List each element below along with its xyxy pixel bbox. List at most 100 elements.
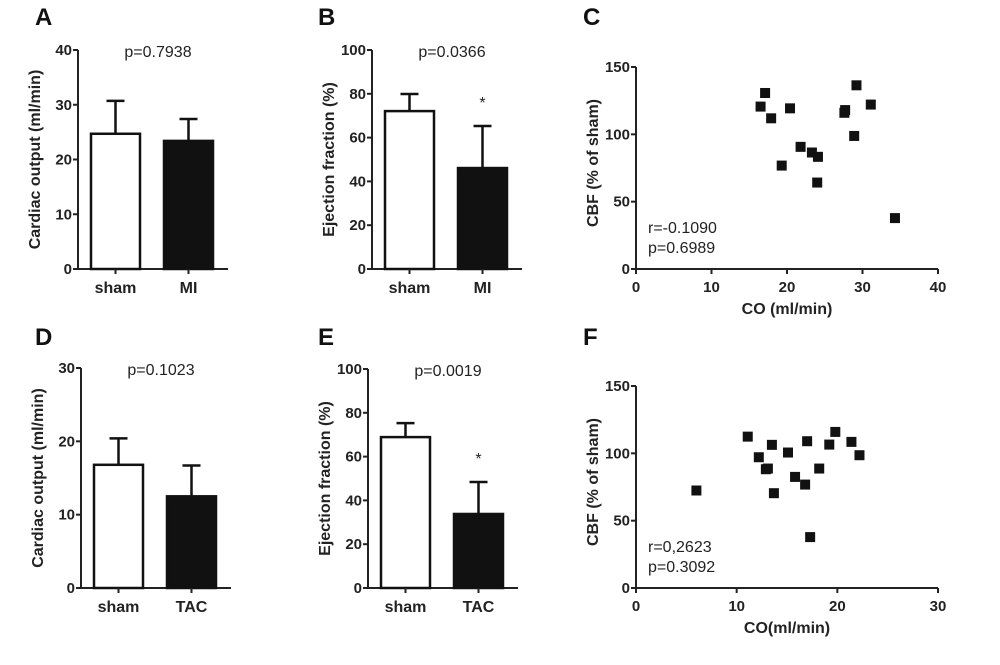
y-tick-label: 50 [613, 513, 630, 530]
y-tick-label: 0 [622, 261, 630, 278]
data-point [790, 471, 801, 482]
data-point [846, 436, 857, 447]
data-point [766, 113, 777, 124]
panel-letter: B [318, 4, 335, 31]
p-value: p=0.0019 [414, 363, 481, 380]
y-tick-label: 20 [349, 217, 366, 234]
y-tick-label: 40 [345, 492, 362, 509]
y-tick-label: 20 [58, 433, 75, 450]
x-tick-label: sham [385, 599, 427, 616]
panel-letter: D [35, 324, 52, 351]
y-tick-label: 10 [58, 507, 75, 524]
y-tick-label: 60 [345, 449, 362, 466]
y-tick-label: 150 [605, 59, 630, 76]
data-point [830, 426, 841, 437]
x-axis-label: CO(ml/min) [744, 620, 830, 637]
panel-letter: A [35, 4, 52, 31]
panel-f: F 0 50 100 150 CBF (% of sham) 0 10 20 30 CO(ml/mi… [583, 324, 946, 637]
y-tick-label: 0 [67, 580, 75, 597]
data-point [812, 177, 823, 188]
data-point [802, 436, 813, 447]
p-value: p=0.1023 [127, 362, 194, 379]
data-point [889, 213, 900, 224]
panel-letter: C [583, 4, 600, 31]
data-point [753, 452, 764, 463]
x-tick-label: 40 [930, 279, 947, 296]
r-value: r=-0.1090 [648, 220, 717, 237]
x-tick-label: sham [98, 599, 140, 616]
data-point [760, 87, 771, 98]
r-value: r=0,2623 [648, 539, 712, 556]
data-point [824, 439, 835, 450]
x-tick-label: 10 [703, 279, 720, 296]
bar-sham [379, 435, 432, 590]
data-point [783, 447, 794, 458]
x-tick-label: 0 [632, 598, 640, 615]
panel-a: A 0 10 20 30 40 Cardiac output (ml/min) p=0.793… [27, 4, 228, 297]
y-tick-label: 20 [345, 536, 362, 553]
panel-c: C 0 50 100 150 CBF (% of sham) 0 10 20 30 40 CO (ml… [583, 4, 946, 318]
y-axis-label: Ejection fraction (%) [317, 401, 334, 556]
y-tick-label: 30 [55, 97, 72, 114]
y-tick-label: 80 [349, 86, 366, 103]
y-axis-label: CBF (% of sham) [585, 99, 602, 227]
y-axis-label: Cardiac output (ml/min) [30, 388, 47, 568]
y-tick-label: 20 [55, 152, 72, 169]
y-tick-label: 100 [337, 361, 362, 378]
y-tick-label: 10 [55, 206, 72, 223]
data-point [766, 439, 777, 450]
y-axis-label: Cardiac output (ml/min) [27, 70, 44, 250]
y-tick-label: 150 [605, 378, 630, 395]
y-tick-label: 40 [349, 173, 366, 190]
panel-b: B 0 20 40 60 80 100 Ejection fraction (%) p=0.03… [318, 4, 522, 297]
y-tick-label: 100 [605, 445, 630, 462]
panel-d: D 0 10 20 30 Cardiac output (ml/min) p=0.1023 s… [30, 324, 231, 616]
y-tick-label: 0 [354, 580, 362, 597]
y-tick-label: 50 [613, 194, 630, 211]
p-value: p=0.0366 [418, 44, 485, 61]
p-value: p=0.3092 [648, 559, 715, 576]
y-tick-label: 0 [622, 580, 630, 597]
data-point [812, 151, 823, 162]
x-tick-label: MI [180, 280, 198, 297]
data-point [776, 160, 787, 171]
x-axis-label: CO (ml/min) [742, 301, 833, 318]
x-tick-label: sham [389, 280, 431, 297]
data-point [795, 141, 806, 152]
data-point [742, 431, 753, 442]
x-tick-label: sham [95, 280, 137, 297]
data-point [814, 463, 825, 474]
p-value: p=0.7938 [124, 44, 191, 61]
bar-mi [456, 166, 509, 271]
significance-star: * [479, 95, 485, 112]
y-tick-label: 0 [358, 261, 366, 278]
y-tick-label: 60 [349, 130, 366, 147]
y-tick-label: 100 [605, 126, 630, 143]
data-point [805, 532, 816, 543]
data-point [691, 485, 702, 496]
p-value: p=0.6989 [648, 240, 715, 257]
x-tick-label: MI [474, 280, 492, 297]
y-axis-label: CBF (% of sham) [585, 418, 602, 546]
data-point [840, 105, 851, 116]
y-tick-label: 80 [345, 405, 362, 422]
bar-mi [162, 139, 215, 271]
x-tick-label: 10 [728, 598, 745, 615]
panel-e: E 0 20 40 60 80 100 Ejection fraction (%) p=0.00… [317, 324, 518, 616]
bar-tac [165, 495, 218, 590]
data-point [768, 488, 779, 499]
y-tick-label: 40 [55, 42, 72, 59]
panel-letter: E [318, 324, 334, 351]
bar-tac [452, 512, 505, 590]
bar-sham [89, 132, 142, 271]
y-axis-label: Ejection fraction (%) [321, 82, 338, 237]
data-point [851, 80, 862, 91]
data-point [854, 450, 865, 461]
data-point [849, 130, 860, 141]
y-tick-label: 30 [58, 360, 75, 377]
y-tick-label: 100 [341, 42, 366, 59]
y-tick-label: 0 [64, 261, 72, 278]
x-tick-label: 30 [930, 598, 947, 615]
significance-star: * [475, 451, 481, 468]
